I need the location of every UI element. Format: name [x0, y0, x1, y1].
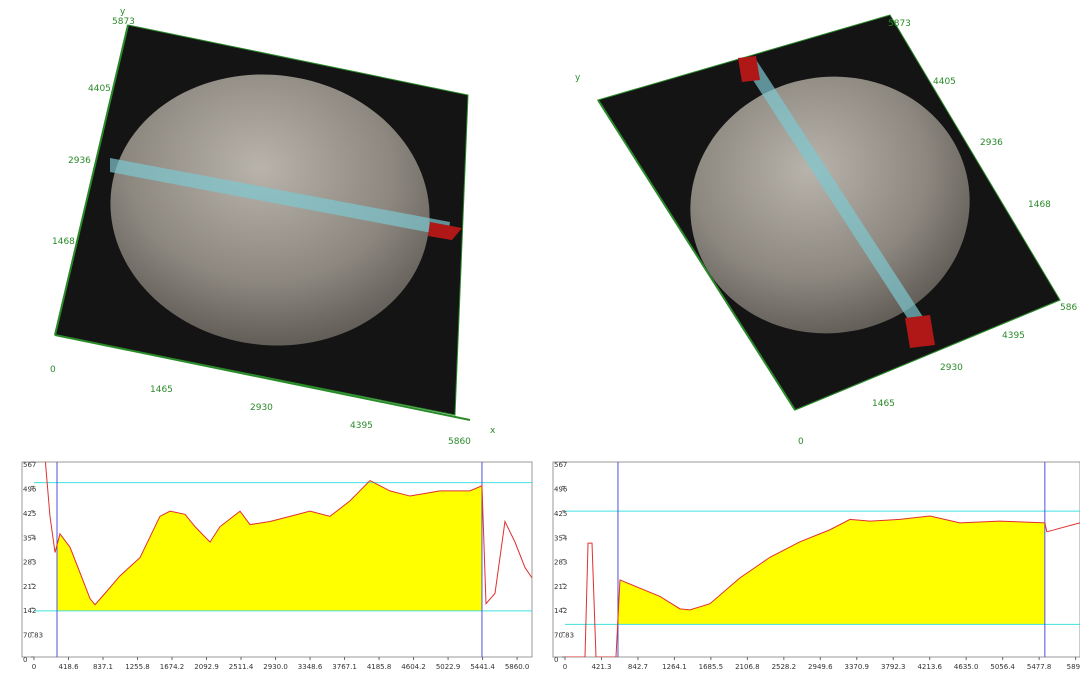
x-tick-label: 2511.4: [229, 663, 254, 671]
x-tick-label: 5441.4: [470, 663, 495, 671]
axis-label: 4395: [1002, 331, 1025, 341]
y-tick-label: 0: [23, 656, 27, 664]
axis-label: 1465: [150, 385, 173, 395]
x-tick-label: 418.6: [58, 663, 79, 671]
screen: 5873 y 4405 2936 1468 0 1465 2930 4395 5…: [0, 0, 1080, 675]
x-tick-label: 1264.1: [662, 663, 687, 671]
x-tick-label: 2930.0: [263, 663, 288, 671]
axis-label: 2930: [250, 403, 273, 413]
x-tick-label: 3348.6: [298, 663, 323, 671]
x-tick-label: 2528.2: [772, 663, 797, 671]
x-tick-label: 2106.8: [735, 663, 760, 671]
x-tick-label: 5860.0: [505, 663, 530, 671]
x-tick-label: 5022.9: [436, 663, 461, 671]
y-tick-label: 567: [554, 461, 567, 469]
y-tick-label: 0: [554, 656, 558, 664]
y-tick-label: 70.83: [23, 632, 43, 640]
axis-label: 2936: [68, 156, 91, 166]
y-tick-label: 212: [23, 583, 36, 591]
axis-label: 5873: [888, 19, 911, 29]
x-tick-label: 3792.3: [881, 663, 906, 671]
axis-label: x: [490, 426, 496, 436]
y-tick-label: 142: [554, 607, 567, 615]
axis-label: 0: [798, 437, 804, 447]
x-tick-label: 3767.1: [332, 663, 357, 671]
axis-label: 0: [50, 365, 56, 375]
y-tick-label: 425: [554, 510, 567, 518]
axis-label: 1468: [52, 237, 75, 247]
x-tick-label: 4185.8: [367, 663, 392, 671]
y-tick-label: 567: [23, 461, 36, 469]
axis-label: 1465: [872, 399, 895, 409]
x-tick-label: 1685.5: [699, 663, 724, 671]
axis-label: 2930: [940, 363, 963, 373]
axis-label: 1468: [1028, 200, 1051, 210]
y-tick-label: 142: [23, 607, 36, 615]
x-tick-label: 837.1: [93, 663, 113, 671]
x-tick-label: 5899: [1067, 663, 1080, 671]
x-tick-label: 4635.0: [954, 663, 979, 671]
x-tick-label: 421.3: [591, 663, 611, 671]
y-tick-label: 212: [554, 583, 567, 591]
y-tick-label: 354: [23, 534, 37, 542]
axis-label: 4405: [88, 84, 111, 94]
x-tick-label: 5477.8: [1027, 663, 1052, 671]
y-tick-label: 283: [554, 559, 567, 567]
y-tick-label: 425: [23, 510, 36, 518]
x-tick-label: 2949.6: [808, 663, 833, 671]
x-tick-label: 4604.2: [401, 663, 426, 671]
axis-label: 5873: [112, 17, 135, 27]
x-tick-label: 3370.9: [845, 663, 870, 671]
x-tick-label: 5056.4: [990, 663, 1015, 671]
y-tick-label: 496: [554, 485, 568, 493]
axis-label: 5860: [448, 437, 471, 447]
view-right: 5873 4405 2936 1468 586 4395 2930 1465 0…: [575, 15, 1077, 447]
y-tick-label: 70.83: [554, 632, 574, 640]
profile-panel: 0 70.83 142 212 283 354 425 496 567 0 421.3 842.7 12…: [553, 461, 1080, 671]
axis-label: 2936: [980, 138, 1003, 148]
view-left: 5873 y 4405 2936 1468 0 1465 2930 4395 5…: [50, 7, 496, 447]
x-tick-label: 0: [32, 663, 36, 671]
axis-label: y: [575, 73, 581, 83]
x-tick-label: 1255.8: [125, 663, 150, 671]
x-tick-label: 842.7: [628, 663, 648, 671]
axis-label: 4405: [933, 77, 956, 87]
x-tick-label: 0: [563, 663, 567, 671]
x-tick-label: 4213.6: [917, 663, 942, 671]
y-tick-label: 283: [23, 559, 36, 567]
x-tick-label: 1674.2: [160, 663, 185, 671]
y-tick-label: 354: [554, 534, 568, 542]
axis-label: 4395: [350, 421, 373, 431]
profile-panel: 0 70.83 142 212 283 354 425 496 567 0 418.6 837.1 12…: [22, 457, 532, 671]
y-tick-label: 496: [23, 485, 37, 493]
axis-label: y: [120, 7, 126, 17]
x-tick-label: 2092.9: [194, 663, 219, 671]
axis-label: 586: [1060, 303, 1077, 313]
